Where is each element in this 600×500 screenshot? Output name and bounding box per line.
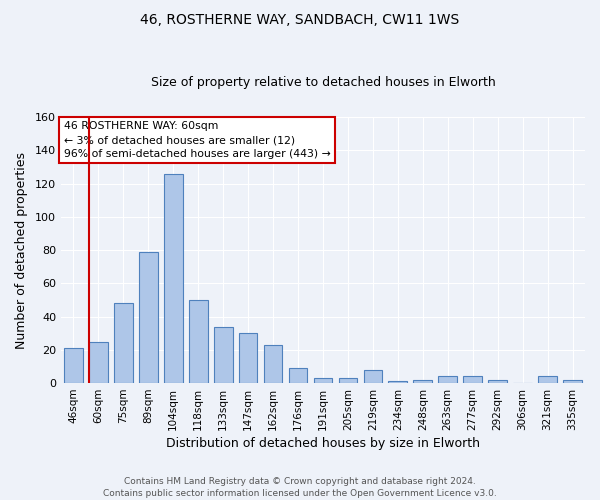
Bar (388, 382, 407, 383)
Bar (239, 333, 257, 383)
Text: 46, ROSTHERNE WAY, SANDBACH, CW11 1WS: 46, ROSTHERNE WAY, SANDBACH, CW11 1WS (140, 12, 460, 26)
Bar (189, 300, 208, 383)
Bar (289, 368, 307, 383)
Bar (263, 345, 283, 383)
Bar (488, 380, 507, 383)
Text: Contains HM Land Registry data © Crown copyright and database right 2024.
Contai: Contains HM Land Registry data © Crown c… (103, 476, 497, 498)
Bar (563, 380, 582, 383)
Bar (114, 304, 133, 383)
Bar (64, 348, 83, 383)
Title: Size of property relative to detached houses in Elworth: Size of property relative to detached ho… (151, 76, 496, 90)
Bar (538, 376, 557, 383)
Bar (463, 376, 482, 383)
Bar (364, 370, 382, 383)
Bar (338, 378, 357, 383)
Bar (89, 342, 108, 383)
Text: 46 ROSTHERNE WAY: 60sqm
← 3% of detached houses are smaller (12)
96% of semi-det: 46 ROSTHERNE WAY: 60sqm ← 3% of detached… (64, 121, 331, 159)
Bar (139, 252, 158, 383)
X-axis label: Distribution of detached houses by size in Elworth: Distribution of detached houses by size … (166, 437, 480, 450)
Bar (314, 378, 332, 383)
Bar (413, 380, 432, 383)
Bar (214, 326, 233, 383)
Bar (164, 174, 182, 383)
Bar (439, 376, 457, 383)
Y-axis label: Number of detached properties: Number of detached properties (15, 152, 28, 348)
